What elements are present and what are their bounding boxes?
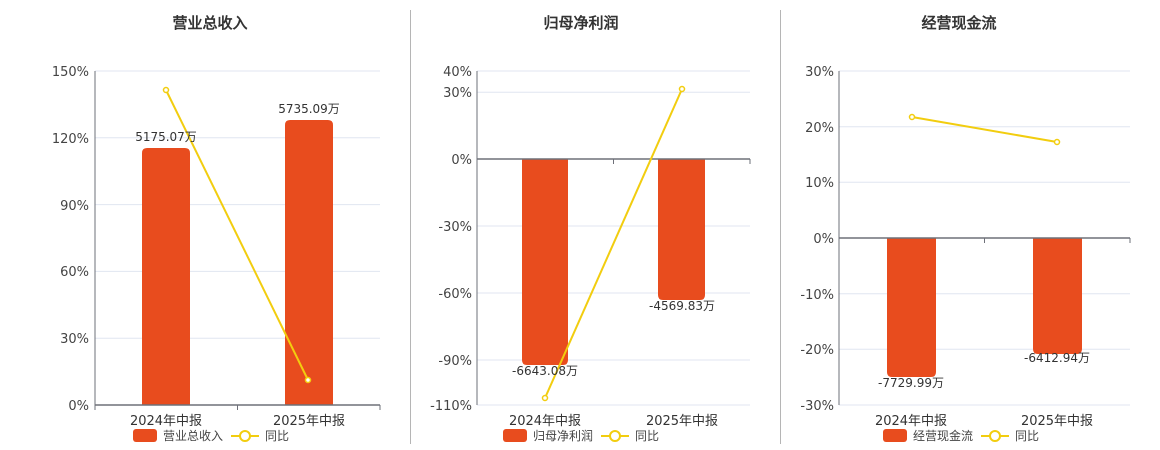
bar-label: 5175.07万 xyxy=(135,130,197,144)
chart-panel-operating-cash-flow: 经营现金流 xyxy=(781,0,1160,450)
legend-bar-label[interactable]: 归母净利润 xyxy=(533,429,594,443)
chart-legend[interactable]: 归母净利润 同比 xyxy=(503,427,659,444)
svg-text:90%: 90% xyxy=(60,199,89,214)
x-label: 2024年中报 xyxy=(130,414,202,429)
bar-2024 xyxy=(142,148,190,405)
panel-divider xyxy=(410,10,411,444)
chart-title: 归母净利润 xyxy=(543,14,619,32)
legend-bar-swatch[interactable] xyxy=(133,429,157,442)
bar-2025 xyxy=(285,120,333,405)
legend-line-label[interactable]: 同比 xyxy=(635,429,660,443)
svg-text:30%: 30% xyxy=(60,332,89,347)
svg-text:0%: 0% xyxy=(68,399,89,414)
chart-title: 经营现金流 xyxy=(921,14,997,32)
legend-line-swatch-icon[interactable] xyxy=(981,429,1010,443)
bar-label: 5735.09万 xyxy=(278,102,340,116)
svg-text:60%: 60% xyxy=(60,265,89,280)
svg-text:150%: 150% xyxy=(52,65,89,80)
legend-bar-swatch[interactable] xyxy=(503,429,527,442)
legend-line-label[interactable]: 同比 xyxy=(265,429,290,443)
legend-bar-swatch[interactable] xyxy=(883,429,907,442)
x-label: 2025年中报 xyxy=(273,414,345,429)
chart-panel-net-profit: 归母净利润 xyxy=(411,0,780,450)
chart-panel-revenue: 营业总收入 150% 120% 90% 60% 30% 0% xyxy=(0,0,410,450)
chart-plot: 150% 120% 90% 60% 30% 0% 5175.07万 5735.0… xyxy=(52,65,381,429)
legend-bar-label[interactable]: 经营现金流 xyxy=(913,429,974,443)
svg-text:120%: 120% xyxy=(52,132,89,147)
legend-line-label[interactable]: 同比 xyxy=(1015,429,1040,443)
chart-title: 营业总收入 xyxy=(172,14,248,32)
legend-line-swatch-icon[interactable] xyxy=(601,429,630,443)
panel-divider xyxy=(780,10,781,444)
chart-legend[interactable]: 营业总收入 同比 xyxy=(133,427,289,444)
legend-bar-label[interactable]: 营业总收入 xyxy=(163,429,224,443)
chart-legend[interactable]: 经营现金流 同比 xyxy=(883,427,1039,444)
legend-line-swatch-icon[interactable] xyxy=(231,429,260,443)
